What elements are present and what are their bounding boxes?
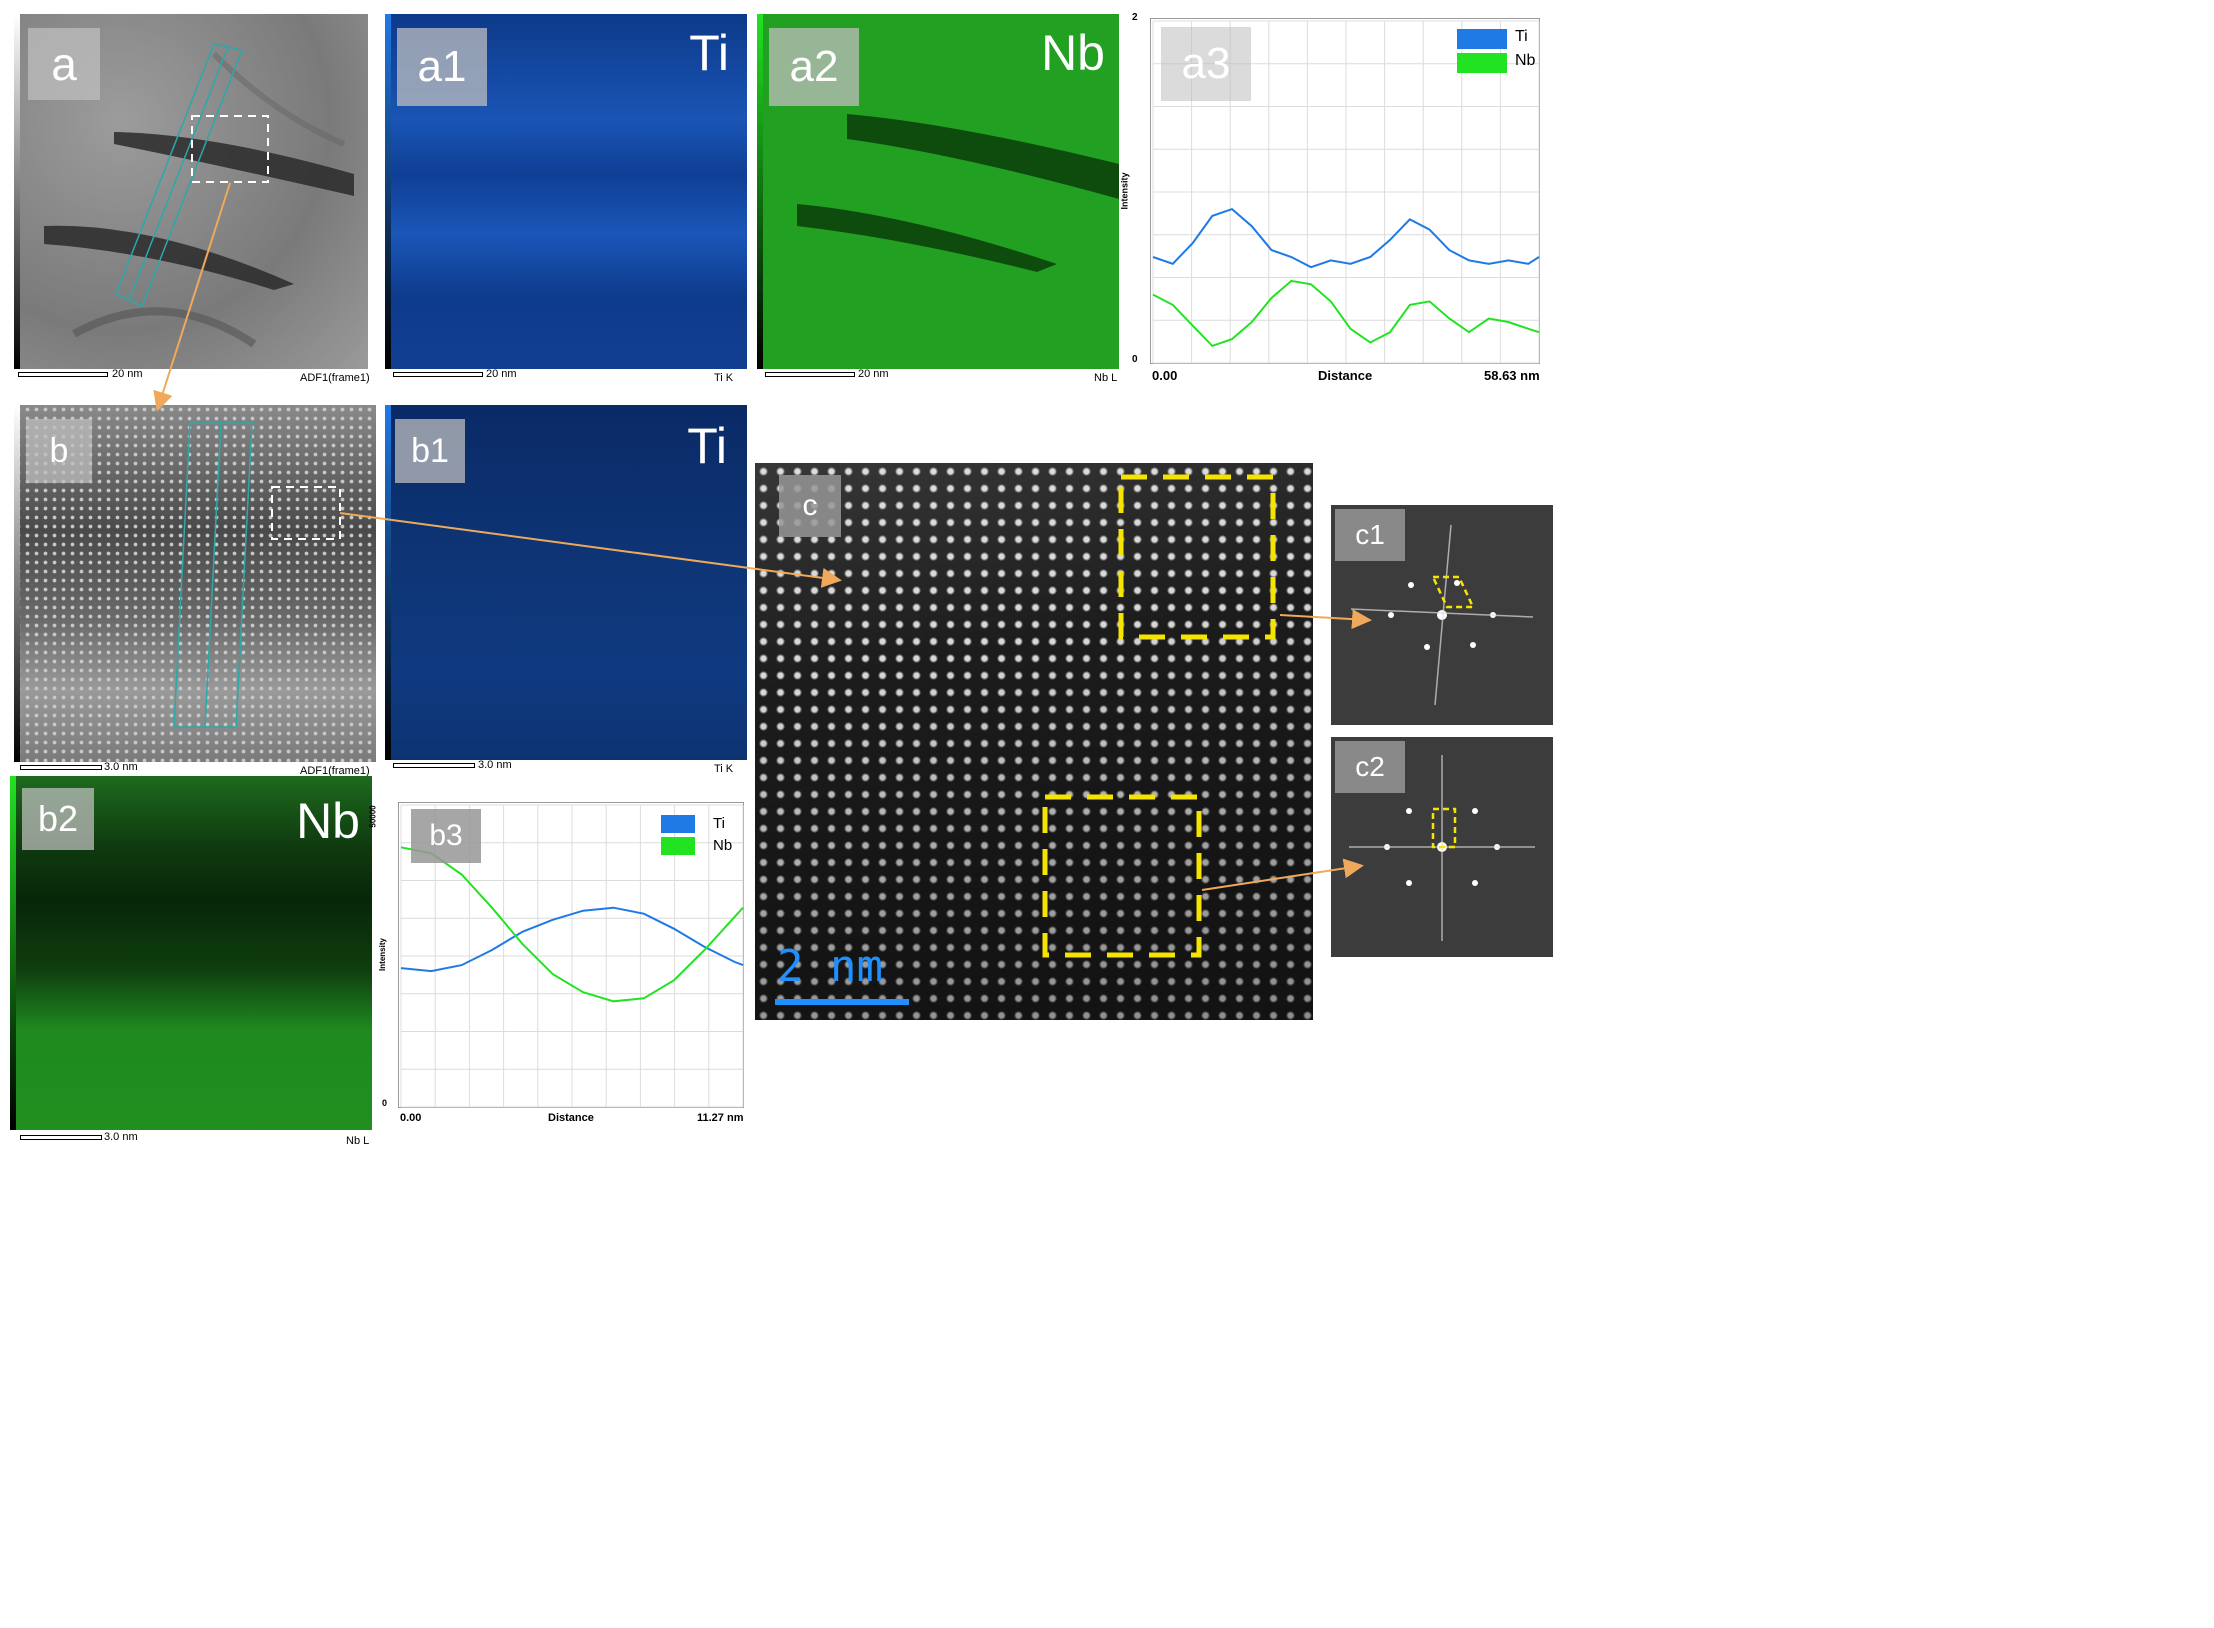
scale-text-b2: 3.0 nm <box>104 1131 138 1143</box>
panel-label-a3: a3 <box>1161 27 1251 101</box>
panel-c1-pattern <box>1350 524 1534 706</box>
panel-c-hrstem-image: c 2 nm <box>755 463 1313 1020</box>
panel-a1-ti-map: a1 Ti <box>385 14 747 369</box>
panel-label-c2: c2 <box>1335 741 1405 793</box>
panel-c2-pattern <box>1349 755 1535 941</box>
panel-a2-nb-map: a2 Nb <box>757 14 1119 369</box>
scale-bar-b <box>20 765 102 770</box>
xlabel-a3: Distance <box>1318 368 1373 383</box>
series-line-nb <box>400 846 744 1003</box>
footer-a: ADF1(frame1) <box>300 372 370 384</box>
series-line-nb <box>1152 279 1540 348</box>
panel-c2-fft: c2 <box>1331 737 1553 957</box>
ylabel-b3: Intensity <box>377 938 387 971</box>
xstart-b3: 0.00 <box>400 1112 422 1124</box>
panel-a2-features <box>797 114 1119 272</box>
panel-b-features <box>173 422 341 728</box>
legend-label-ti-b3: Ti <box>713 815 725 832</box>
legend-label-nb-b3: Nb <box>713 837 733 854</box>
scale-bar-b2 <box>20 1135 102 1140</box>
ytick-bottom-b3: 0 <box>382 1098 388 1108</box>
scale-text-a2: 20 nm <box>858 368 889 380</box>
footer-b1: Ti K <box>714 763 734 775</box>
xend-b3: 11.27 nm <box>697 1112 744 1124</box>
nb-color-ramp <box>757 14 763 369</box>
xend-a3: 58.63 nm <box>1484 368 1540 383</box>
legend-label-nb-a3: Nb <box>1515 52 1536 69</box>
series-line-ti <box>1152 207 1540 269</box>
element-label-b2: Nb <box>296 793 360 849</box>
scale-bar-b1 <box>393 763 475 768</box>
element-label-a1: Ti <box>689 25 729 81</box>
scale-text-b: 3.0 nm <box>104 761 138 773</box>
ytick-top-a3: 2 <box>1132 12 1138 23</box>
scale-bar-a2 <box>765 372 855 377</box>
panel-c-highlights <box>1042 474 1276 958</box>
panel-label-b1: b1 <box>395 419 465 483</box>
chart-a3: a3 Ti Nb <box>1150 18 1540 364</box>
footer-b: ADF1(frame1) <box>300 765 370 777</box>
panel-label-a1: a1 <box>397 28 487 106</box>
panel-label-c: c <box>779 475 841 537</box>
xstart-a3: 0.00 <box>1152 368 1178 383</box>
chart-b3: b3 Ti Nb <box>398 802 744 1108</box>
legend-label-ti-a3: Ti <box>1515 28 1528 45</box>
panel-label-b3: b3 <box>411 809 481 863</box>
scale-text-a1: 20 nm <box>486 368 517 380</box>
panel-label-b2: b2 <box>22 788 94 850</box>
legend-swatch-nb-b3 <box>661 837 695 855</box>
footer-a2: Nb L <box>1094 372 1118 384</box>
scale-bar-a <box>18 372 108 377</box>
panel-label-a: a <box>28 28 100 100</box>
panel-b-haadf-image: b <box>14 405 376 762</box>
xlabel-b3: Distance <box>548 1112 594 1124</box>
nb-color-ramp-b2 <box>10 776 16 1130</box>
grayscale-ramp-b <box>14 405 20 762</box>
footer-a1: Ti K <box>714 372 734 384</box>
element-label-b1: Ti <box>687 418 727 474</box>
element-label-a2: Nb <box>1041 25 1105 81</box>
scale-bar-a1 <box>393 372 483 377</box>
scale-text-c: 2 nm <box>777 941 883 992</box>
legend-swatch-nb-a3 <box>1457 53 1507 73</box>
ti-color-ramp <box>385 14 391 369</box>
panel-c1-fft: c1 <box>1331 505 1553 725</box>
series-line-ti <box>400 906 744 973</box>
chart-a3-svg <box>1152 20 1540 364</box>
ytick-bottom-a3: 0 <box>1132 354 1138 365</box>
ylabel-a3: Intensity <box>1119 172 1130 210</box>
panel-b1-ti-map: b1 Ti <box>385 405 747 760</box>
panel-label-c1: c1 <box>1335 509 1405 561</box>
panel-label-a2: a2 <box>769 28 859 106</box>
panel-label-b: b <box>26 419 92 483</box>
scale-text-b1: 3.0 nm <box>478 759 512 771</box>
panel-b2-nb-map: b2 Nb <box>10 776 372 1130</box>
ytick-top-b3: 50000 <box>368 805 378 828</box>
scale-bar-c <box>775 999 909 1005</box>
legend-swatch-ti-b3 <box>661 815 695 833</box>
panel-a-adf-image: a <box>14 14 368 369</box>
legend-swatch-ti-a3 <box>1457 29 1507 49</box>
scale-text-a: 20 nm <box>112 368 143 380</box>
ti-color-ramp-b1 <box>385 405 391 760</box>
footer-b2: Nb L <box>346 1135 370 1147</box>
grayscale-ramp <box>14 14 20 369</box>
panel-c-shading <box>755 463 1313 1020</box>
